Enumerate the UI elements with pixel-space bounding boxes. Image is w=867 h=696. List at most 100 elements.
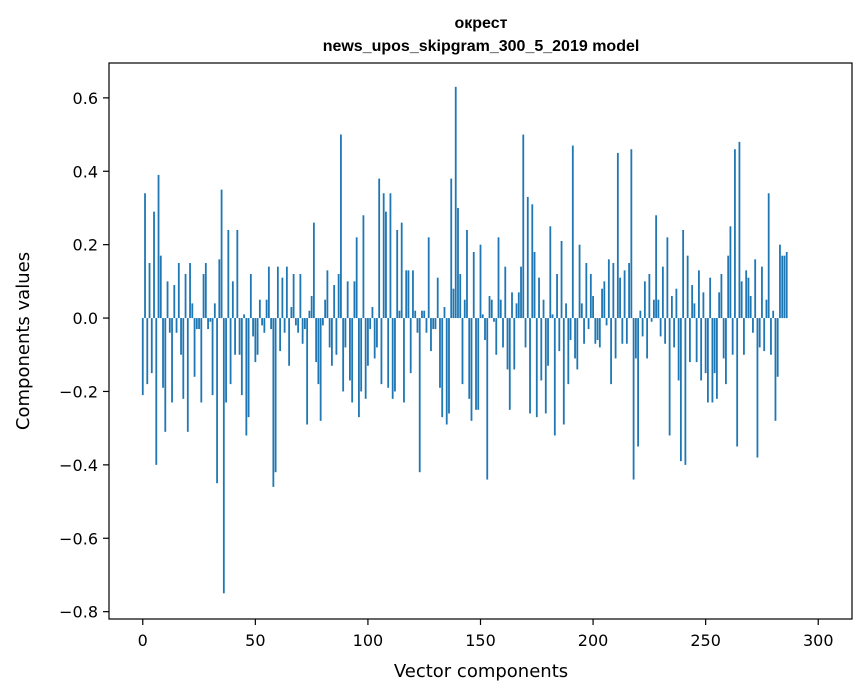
bar-19	[184, 274, 187, 319]
y-tick-label: −0.6	[59, 529, 98, 548]
bar-146	[470, 318, 473, 421]
bar-124	[421, 310, 423, 319]
y-tick-label: −0.2	[59, 382, 98, 401]
bar-223	[643, 281, 646, 319]
bar-114	[398, 310, 401, 319]
bar-66	[290, 307, 293, 319]
bar-210	[614, 318, 617, 359]
bar-142	[461, 318, 464, 385]
bar-266	[740, 281, 743, 319]
bars-group	[141, 86, 788, 594]
bar-23	[193, 318, 196, 377]
bar-49	[252, 318, 254, 337]
bar-10	[164, 318, 167, 432]
bar-249	[702, 292, 705, 319]
bar-3	[148, 263, 151, 319]
y-tick-label: −0.8	[59, 603, 98, 622]
bar-83	[328, 318, 331, 348]
bar-12	[168, 318, 171, 333]
bar-53	[261, 318, 263, 326]
bar-73	[306, 318, 309, 425]
bar-50	[254, 318, 257, 363]
bar-218	[632, 318, 635, 480]
bar-176	[538, 277, 540, 319]
bar-281	[774, 318, 777, 421]
bar-240	[682, 229, 685, 319]
bar-172	[529, 318, 531, 414]
bar-82	[326, 270, 329, 319]
bar-70	[299, 274, 302, 319]
bar-56	[267, 266, 270, 319]
bar-168	[520, 266, 522, 319]
bar-150	[479, 244, 482, 319]
bar-65	[288, 318, 291, 366]
bar-201	[594, 318, 597, 344]
bar-242	[686, 255, 689, 319]
bar-74	[308, 310, 311, 319]
bar-84	[331, 318, 333, 366]
bar-162	[506, 318, 509, 370]
bar-167	[517, 292, 520, 319]
bar-99	[364, 318, 367, 399]
bar-271	[752, 318, 754, 333]
bar-241	[684, 318, 687, 465]
bar-101	[369, 318, 372, 330]
bar-219	[634, 318, 637, 359]
bar-24	[195, 318, 198, 330]
bar-231	[661, 266, 664, 319]
x-tick-label: 50	[245, 631, 265, 650]
bar-177	[540, 318, 543, 381]
bar-14	[173, 285, 176, 319]
bar-52	[258, 299, 261, 319]
bar-117	[405, 270, 408, 319]
bar-76	[312, 222, 315, 319]
bar-154	[488, 296, 491, 319]
bar-63	[283, 318, 286, 333]
bar-120	[412, 270, 414, 319]
bar-103	[373, 318, 376, 359]
bar-153	[486, 318, 489, 480]
bar-253	[711, 318, 714, 403]
bar-248	[700, 318, 703, 381]
bar-89	[342, 318, 345, 392]
bar-212	[619, 277, 621, 319]
bar-220	[637, 318, 640, 447]
bar-239	[679, 318, 682, 462]
x-axis-label: Vector components	[394, 661, 568, 682]
bar-189	[567, 318, 570, 385]
bar-113	[396, 229, 399, 319]
bar-244	[691, 285, 694, 319]
bar-108	[385, 211, 387, 319]
bar-2	[146, 318, 149, 385]
bar-132	[439, 318, 441, 388]
bar-277	[765, 299, 768, 319]
bar-198	[587, 318, 590, 330]
bar-129	[432, 318, 435, 330]
bar-256	[718, 292, 721, 319]
bar-234	[668, 318, 671, 436]
bar-269	[747, 277, 750, 319]
bar-228	[655, 215, 658, 319]
bar-224	[646, 318, 649, 359]
bar-139	[454, 86, 457, 319]
bar-188	[565, 303, 567, 319]
bar-237	[675, 288, 678, 319]
bar-282	[776, 318, 779, 377]
bar-225	[648, 274, 651, 319]
bar-148	[475, 318, 477, 410]
bar-25	[198, 318, 200, 330]
bar-95	[355, 237, 358, 319]
y-tick-label: 0.4	[73, 162, 98, 181]
bar-62	[281, 277, 284, 319]
bar-46	[245, 318, 248, 436]
bar-262	[731, 318, 734, 355]
bar-263	[734, 149, 736, 319]
bar-118	[407, 270, 410, 319]
bar-109	[387, 318, 390, 388]
bar-184	[556, 274, 558, 319]
bar-254	[713, 318, 716, 374]
bar-135	[445, 318, 448, 425]
bar-174	[533, 252, 536, 319]
bar-123	[418, 318, 421, 473]
